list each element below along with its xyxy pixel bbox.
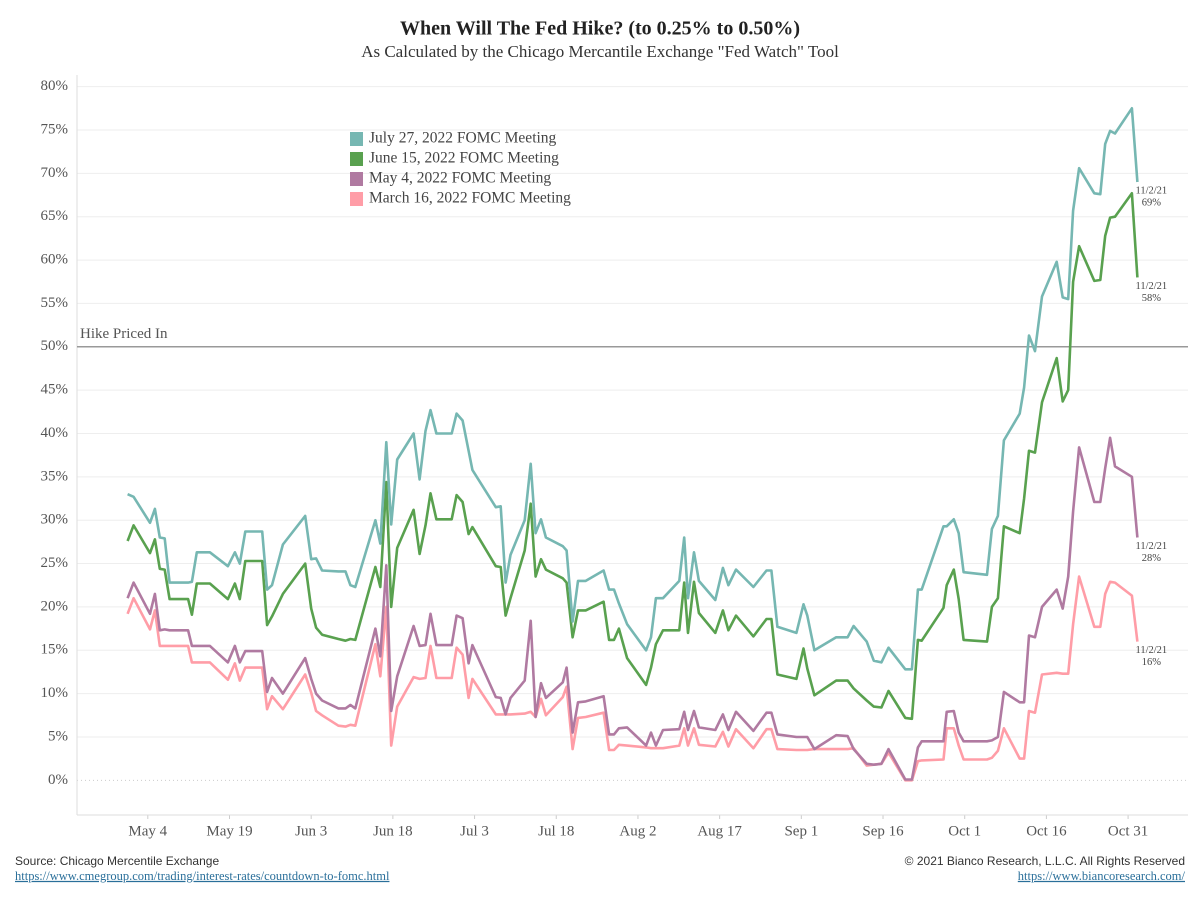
end-value-label: 58% xyxy=(1142,293,1162,304)
y-tick-label: 40% xyxy=(41,425,69,441)
legend-label: May 4, 2022 FOMC Meeting xyxy=(369,170,551,187)
series-line xyxy=(126,575,1139,782)
x-tick-label: Sep 1 xyxy=(784,823,818,839)
chart-title: When Will The Fed Hike? (to 0.25% to 0.5… xyxy=(400,18,800,40)
y-tick-label: 10% xyxy=(41,685,69,701)
x-tick-label: Oct 16 xyxy=(1026,823,1067,839)
end-value-label: 28% xyxy=(1142,553,1162,564)
y-tick-label: 60% xyxy=(41,252,69,268)
y-tick-label: 35% xyxy=(41,468,69,484)
x-tick-label: May 4 xyxy=(128,823,167,839)
plot: Hike Priced In11/2/2116%11/2/2128%11/2/2… xyxy=(77,107,1188,782)
y-tick-label: 25% xyxy=(41,555,69,571)
y-tick-label: 5% xyxy=(48,728,68,744)
x-tick-label: Oct 31 xyxy=(1108,823,1148,839)
legend-label: March 16, 2022 FOMC Meeting xyxy=(369,190,571,207)
legend-swatch xyxy=(350,152,363,166)
y-tick-label: 70% xyxy=(41,165,69,181)
x-tick-label: Jun 18 xyxy=(373,823,413,839)
y-tick-label: 65% xyxy=(41,208,69,224)
end-date-label: 11/2/21 xyxy=(1135,185,1167,196)
series-line xyxy=(126,436,1139,781)
reference-label: Hike Priced In xyxy=(80,326,168,342)
y-tick-label: 0% xyxy=(48,772,68,788)
y-tick-label: 80% xyxy=(41,78,69,94)
x-tick-label: May 19 xyxy=(206,823,252,839)
series-line xyxy=(126,192,1139,721)
series-line xyxy=(127,107,1139,671)
end-value-label: 16% xyxy=(1142,657,1162,668)
legend-swatch xyxy=(350,172,363,186)
y-tick-label: 50% xyxy=(41,338,69,354)
source-link[interactable]: https://www.cmegroup.com/trading/interes… xyxy=(15,869,390,883)
x-tick-label: Oct 1 xyxy=(948,823,981,839)
y-tick-label: 55% xyxy=(41,295,69,311)
y-tick-label: 15% xyxy=(41,642,69,658)
grid xyxy=(77,86,1188,819)
y-tick-label: 30% xyxy=(41,512,69,528)
legend-swatch xyxy=(350,192,363,206)
end-date-label: 11/2/21 xyxy=(1135,541,1167,552)
x-tick-label: Aug 2 xyxy=(619,823,656,839)
end-date-label: 11/2/21 xyxy=(1135,281,1167,292)
y-tick-label: 75% xyxy=(41,121,69,137)
legend-swatch xyxy=(350,132,363,146)
site-link[interactable]: https://www.biancoresearch.com/ xyxy=(1018,869,1186,883)
x-tick-label: Jul 18 xyxy=(538,823,574,839)
x-tick-label: Aug 17 xyxy=(697,823,742,839)
source: Source: Chicago Mercentile Exchange xyxy=(15,854,219,868)
y-tick-label: 20% xyxy=(41,598,69,614)
end-date-label: 11/2/21 xyxy=(1135,645,1167,656)
copyright: © 2021 Bianco Research, L.L.C. All Right… xyxy=(905,854,1185,868)
end-value-label: 69% xyxy=(1142,197,1162,208)
x-tick-label: Sep 16 xyxy=(862,823,904,839)
y-tick-label: 45% xyxy=(41,382,69,398)
chart-subtitle: As Calculated by the Chicago Mercantile … xyxy=(361,42,839,61)
x-tick-label: Jun 3 xyxy=(295,823,327,839)
x-tick-label: Jul 3 xyxy=(460,823,489,839)
legend-label: July 27, 2022 FOMC Meeting xyxy=(369,130,557,147)
legend-label: June 15, 2022 FOMC Meeting xyxy=(369,150,559,167)
